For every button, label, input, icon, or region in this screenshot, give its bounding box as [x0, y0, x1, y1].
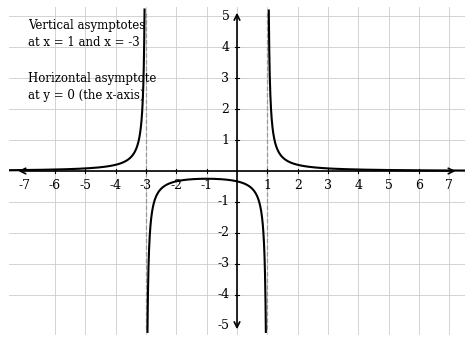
Text: Horizontal asymptote
at y = 0 (the x-axis): Horizontal asymptote at y = 0 (the x-axi… [27, 72, 156, 102]
Text: -4: -4 [109, 179, 122, 192]
Text: 4: 4 [221, 41, 229, 54]
Text: -2: -2 [170, 179, 182, 192]
Text: 1: 1 [264, 179, 271, 192]
Text: -1: -1 [201, 179, 213, 192]
Text: 3: 3 [221, 71, 229, 84]
Text: 5: 5 [385, 179, 392, 192]
Text: 2: 2 [294, 179, 301, 192]
Text: 6: 6 [415, 179, 423, 192]
Text: 5: 5 [221, 10, 229, 23]
Text: 7: 7 [446, 179, 453, 192]
Text: 3: 3 [324, 179, 332, 192]
Text: Vertical asymptotes
at x = 1 and x = -3: Vertical asymptotes at x = 1 and x = -3 [27, 19, 145, 49]
Text: -4: -4 [217, 288, 229, 301]
Text: 2: 2 [221, 103, 229, 116]
Text: -6: -6 [49, 179, 61, 192]
Text: -3: -3 [140, 179, 152, 192]
Text: 1: 1 [221, 133, 229, 146]
Text: -3: -3 [217, 258, 229, 271]
Text: -1: -1 [217, 196, 229, 209]
Text: -5: -5 [79, 179, 91, 192]
Text: -5: -5 [218, 319, 229, 332]
Text: -7: -7 [18, 179, 31, 192]
Text: -2: -2 [218, 226, 229, 239]
Text: 4: 4 [355, 179, 362, 192]
